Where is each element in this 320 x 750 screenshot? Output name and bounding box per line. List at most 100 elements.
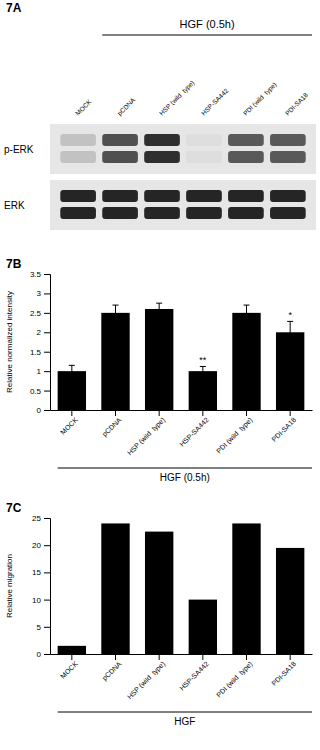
category-label: pCDNA: [116, 96, 138, 118]
error-bar-cap: [156, 314, 162, 315]
error-bar-cap: [244, 320, 250, 321]
band: [102, 207, 138, 219]
y-axis-title: Relative normalized intensity: [5, 291, 14, 393]
error-bar-cap: [113, 305, 119, 306]
tick-label: HSP (wild type): [126, 660, 167, 701]
x-tick: HSP (wild type): [126, 654, 167, 701]
band: [60, 134, 96, 146]
tick-mark: [115, 410, 116, 416]
bracket: [102, 34, 312, 35]
x-axis: MOCK pCDNAHSP (wild type) HSP-SA442PDI (wi…: [51, 654, 313, 701]
tick-label: pCDNA: [101, 660, 124, 683]
tick-label: PDI (wild type): [215, 416, 254, 455]
tick-mark: [44, 410, 50, 411]
significance-marker: *: [288, 310, 292, 320]
band: [60, 207, 96, 219]
error-bar: [156, 303, 162, 315]
error-bar-cap: [200, 366, 206, 367]
band: [186, 207, 222, 219]
error-bar-stem: [159, 303, 160, 315]
x-tick: HSP-SA442: [178, 410, 210, 448]
error-bar-stem: [290, 321, 291, 343]
figure: 7AHGF (0.5h)MOCKpCDNAHSP (wild type)HSP-…: [0, 0, 320, 750]
tick-label: 1: [37, 367, 42, 376]
band: [228, 190, 264, 202]
tick-label: PDI (wild type): [215, 660, 254, 699]
tick-label: pCDNA: [101, 416, 124, 439]
bar: [232, 313, 260, 410]
bar: [101, 523, 129, 654]
bar-panel: 7B00.511.522.533.5Relative normalized in…: [5, 257, 313, 483]
tick-label: HSP-SA442: [178, 660, 210, 692]
tick-label: 25: [32, 514, 41, 523]
x-tick: PDI (wild type): [215, 654, 254, 699]
y-tick: 3: [37, 289, 50, 298]
y-tick: 25: [32, 514, 50, 523]
x-tick: MOCK: [59, 654, 79, 680]
tick-label: 0: [37, 650, 42, 659]
x-tick: MOCK: [59, 410, 79, 436]
x-axis: MOCK pCDNAHSP (wild type) HSP-SA442PDI (wi…: [51, 410, 313, 457]
band: [186, 190, 222, 202]
tick-mark: [159, 410, 160, 416]
category-label: HSP-SA442: [200, 87, 230, 117]
annotation: HGF: [174, 716, 195, 727]
tick-label: 3: [37, 289, 42, 298]
tick-label: MOCK: [59, 660, 79, 680]
error-bar-cap: [244, 305, 250, 306]
tick-mark: [44, 654, 50, 655]
tick-label: PDI-SA18: [270, 416, 297, 443]
tick-mark: [44, 545, 50, 546]
y-axis-title: Relative migration: [5, 554, 14, 618]
error-bar-cap: [113, 320, 119, 321]
error-bar-cap: [287, 343, 293, 344]
error-bar-cap: [156, 303, 162, 304]
y-tick: 15: [32, 568, 50, 577]
tick-mark: [71, 410, 72, 416]
tick-mark: [246, 654, 247, 660]
band: [270, 134, 306, 146]
axis-line: [44, 519, 51, 655]
bar: [232, 523, 260, 654]
bar: [101, 313, 129, 410]
bracket: [58, 712, 312, 713]
tick-mark: [202, 410, 203, 416]
x-tick: PDI-SA18: [270, 410, 297, 443]
y-tick: 2: [37, 328, 50, 337]
tick-mark: [71, 654, 72, 660]
tick-mark: [44, 313, 50, 314]
tick-label: 15: [32, 568, 41, 577]
bracket: [58, 468, 312, 469]
blot-panel: 7AHGF (0.5h)MOCKpCDNAHSP (wild type)HSP-…: [4, 1, 316, 230]
tick-label: 2.5: [30, 309, 42, 318]
y-tick: 1: [37, 367, 50, 376]
bar-panel: 7C0510152025Relative migrationMOCKpCDNAH…: [5, 501, 313, 727]
tick-label: HSP (wild type): [126, 416, 167, 457]
tick-label: 0: [37, 406, 42, 415]
tick-label: HSP-SA442: [178, 416, 210, 448]
band: [186, 134, 222, 146]
blot-background: [50, 124, 316, 174]
tick-label: 10: [32, 596, 41, 605]
category-label: PDI-SA18: [284, 91, 310, 117]
tick-mark: [44, 600, 50, 601]
category-label: PDI (wild type): [242, 81, 279, 118]
tick-label: 0.5: [30, 387, 42, 396]
category-label: HSP (wild type): [158, 79, 197, 118]
panel-title: 7C: [6, 501, 22, 515]
band: [144, 134, 180, 146]
band: [144, 207, 180, 219]
tick-mark: [44, 572, 50, 573]
band: [102, 151, 138, 163]
error-bar: [69, 365, 75, 377]
error-bar-stem: [115, 305, 116, 321]
y-tick: 20: [32, 541, 50, 550]
tick-mark: [246, 410, 247, 416]
y-axis: 0510152025: [32, 514, 50, 659]
tick-label: MOCK: [59, 416, 79, 436]
bar: [58, 371, 86, 410]
bar: [189, 600, 217, 654]
plot-marks: [58, 303, 305, 410]
x-tick: pCDNA: [101, 410, 124, 439]
bar: [145, 309, 173, 410]
